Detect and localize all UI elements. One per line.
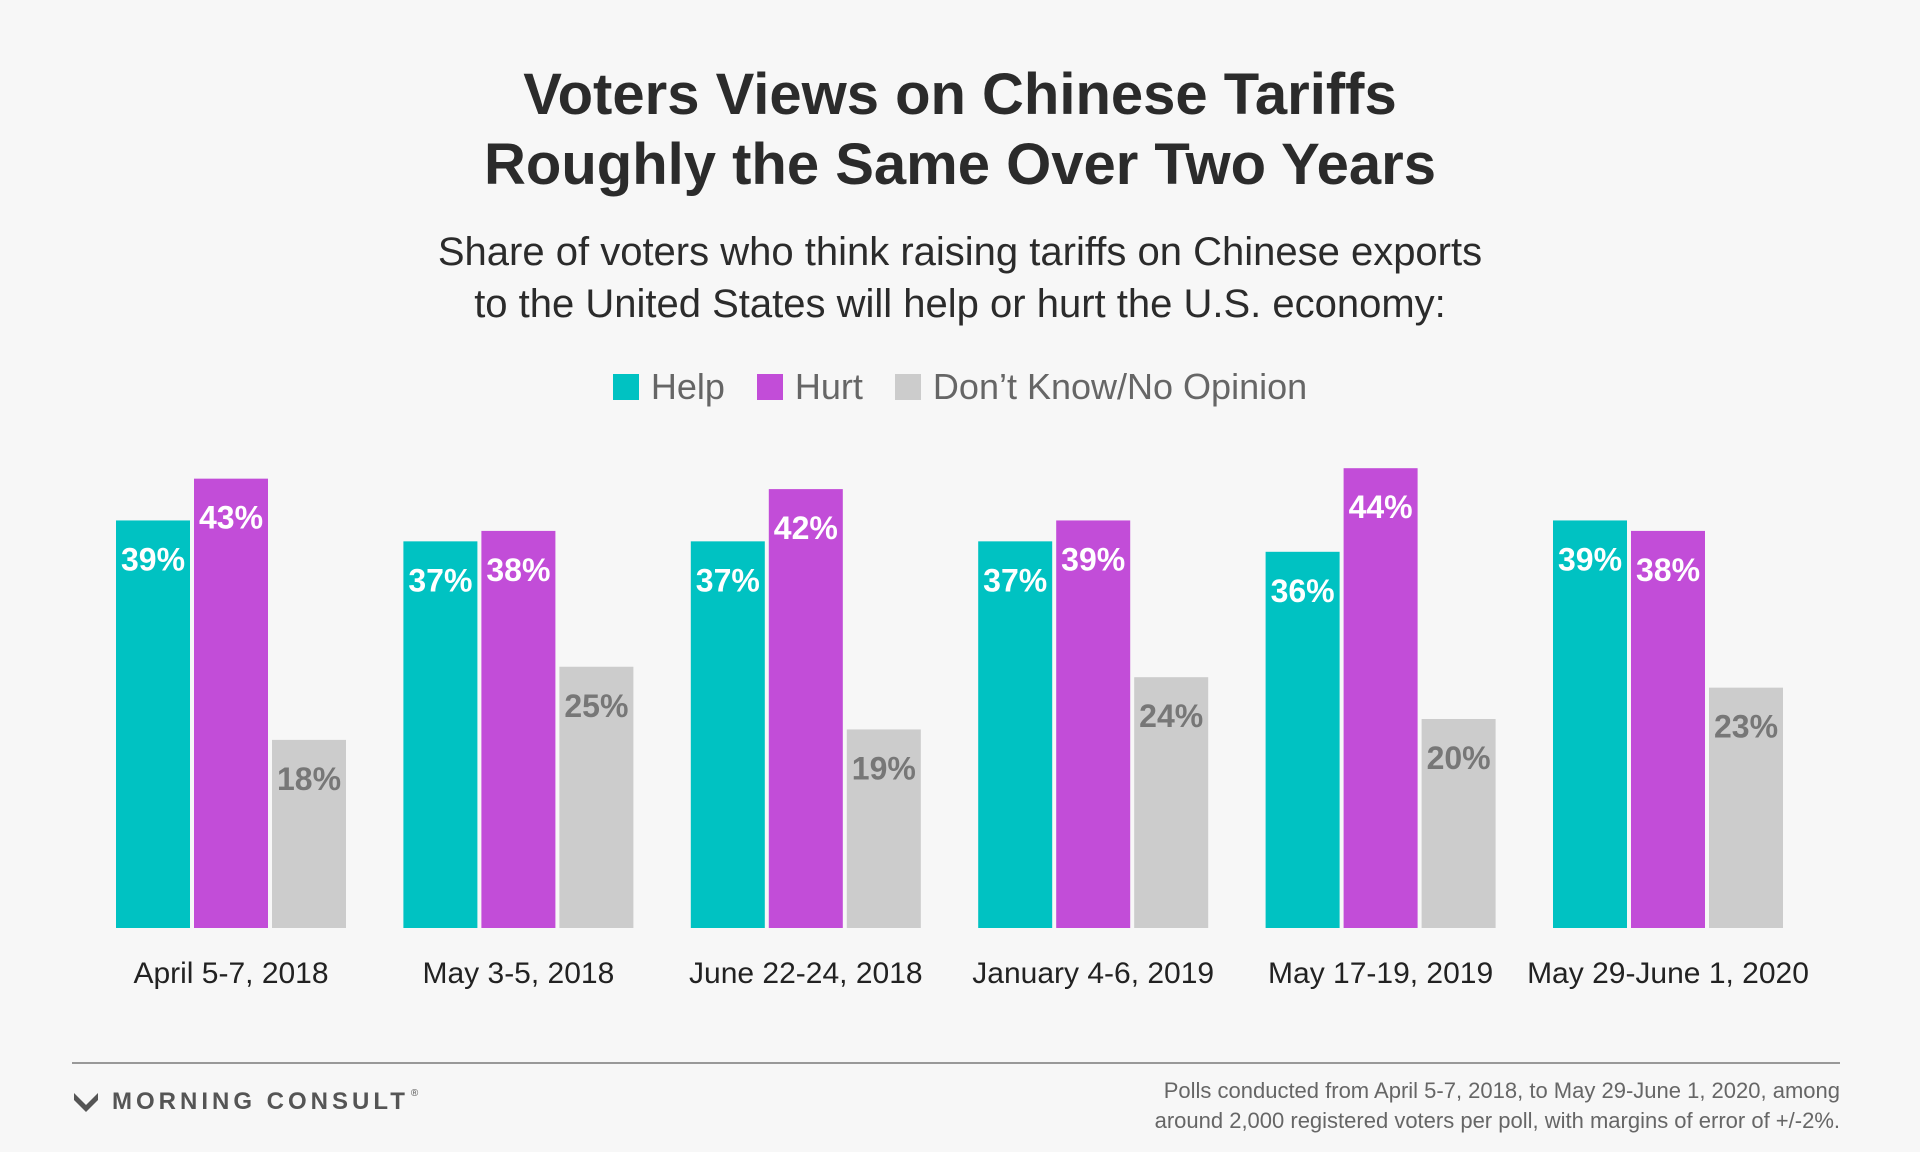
morning-consult-logo-icon	[74, 1093, 98, 1112]
brand-name: MORNING CONSULT	[112, 1088, 409, 1115]
legend-item-help: Help	[612, 366, 725, 408]
data-label-hurt-4: 44%	[1349, 489, 1413, 525]
bar-dont-know-4	[1421, 719, 1496, 928]
data-label-dont-know-1: 25%	[564, 688, 628, 724]
category-label-4: May 17-19, 2019	[1268, 957, 1493, 990]
bar-dont-know-5	[1709, 687, 1783, 928]
data-label-dont-know-4: 20%	[1427, 740, 1491, 776]
data-label-help-4: 36%	[1271, 573, 1335, 609]
bar-dont-know-1	[559, 666, 634, 928]
legend-swatch-help	[612, 374, 639, 400]
bar-help-4	[1265, 551, 1340, 928]
bar-help-5	[1553, 520, 1627, 928]
chart-title-line-2: Roughly the Same Over Two Years	[484, 132, 1436, 197]
category-label-0: April 5-7, 2018	[133, 957, 328, 990]
data-label-help-3: 37%	[983, 562, 1047, 598]
chart-subtitle-line-1: Share of voters who think raising tariff…	[437, 230, 1483, 274]
legend-swatch-dont-know	[894, 374, 921, 400]
registered-mark-icon: ®	[410, 1088, 419, 1099]
legend-swatch-hurt	[756, 374, 783, 400]
data-label-hurt-2: 42%	[774, 510, 838, 546]
bar-dont-know-3	[1134, 677, 1209, 928]
chart-subtitle-line-2: to the United States will help or hurt t…	[474, 282, 1446, 326]
brand: MORNING CONSULT ®	[72, 1088, 418, 1116]
data-label-hurt-5: 38%	[1636, 552, 1700, 588]
bar-dont-know-2	[846, 729, 921, 928]
bar-help-3	[978, 541, 1053, 928]
data-label-dont-know-5: 23%	[1714, 709, 1778, 745]
source-line-2: around 2,000 registered voters per poll,…	[1154, 1108, 1840, 1133]
bar-hurt-5	[1631, 530, 1705, 928]
source-line-1: Polls conducted from April 5-7, 2018, to…	[1163, 1078, 1840, 1103]
footer-divider	[72, 1062, 1840, 1064]
bar-hurt-0	[194, 478, 268, 928]
chart-subtitle: Share of voters who think raising tariff…	[0, 226, 1920, 330]
source-note: Polls conducted from April 5-7, 2018, to…	[1155, 1076, 1840, 1136]
chart-title: Voters Views on Chinese Tariffs Roughly …	[0, 60, 1920, 200]
category-label-1: May 3-5, 2018	[423, 957, 615, 990]
chart-title-line-1: Voters Views on Chinese Tariffs	[523, 62, 1397, 127]
data-label-hurt-0: 43%	[199, 500, 263, 536]
data-label-dont-know-0: 18%	[277, 761, 341, 797]
legend-item-dont-know: Don’t Know/No Opinion	[894, 366, 1308, 408]
data-label-dont-know-2: 19%	[852, 750, 916, 786]
data-label-help-2: 37%	[696, 562, 760, 598]
bar-help-0	[116, 520, 190, 928]
bar-hurt-2	[768, 489, 843, 928]
category-label-5: May 29-June 1, 2020	[1527, 957, 1809, 990]
legend-label-help: Help	[650, 366, 725, 407]
legend-label-hurt: Hurt	[794, 366, 863, 407]
category-label-3: January 4-6, 2019	[972, 957, 1214, 990]
bar-hurt-4	[1343, 468, 1418, 928]
data-label-help-1: 37%	[408, 562, 472, 598]
legend-label-dont-know: Don’t Know/No Opinion	[932, 366, 1308, 407]
bar-dont-know-0	[272, 739, 346, 928]
bar-hurt-1	[481, 530, 556, 928]
data-label-help-5: 39%	[1558, 541, 1622, 577]
data-label-dont-know-3: 24%	[1139, 698, 1203, 734]
legend-item-hurt: Hurt	[756, 366, 863, 408]
bar-hurt-3	[1056, 520, 1131, 928]
data-label-help-0: 39%	[121, 541, 185, 577]
bar-help-2	[690, 541, 765, 928]
category-label-2: June 22-24, 2018	[689, 957, 923, 990]
chart-legend: Help Hurt Don’t Know/No Opinion	[0, 366, 1920, 408]
data-label-hurt-3: 39%	[1061, 541, 1125, 577]
data-label-hurt-1: 38%	[486, 552, 550, 588]
bar-help-1	[403, 541, 478, 928]
